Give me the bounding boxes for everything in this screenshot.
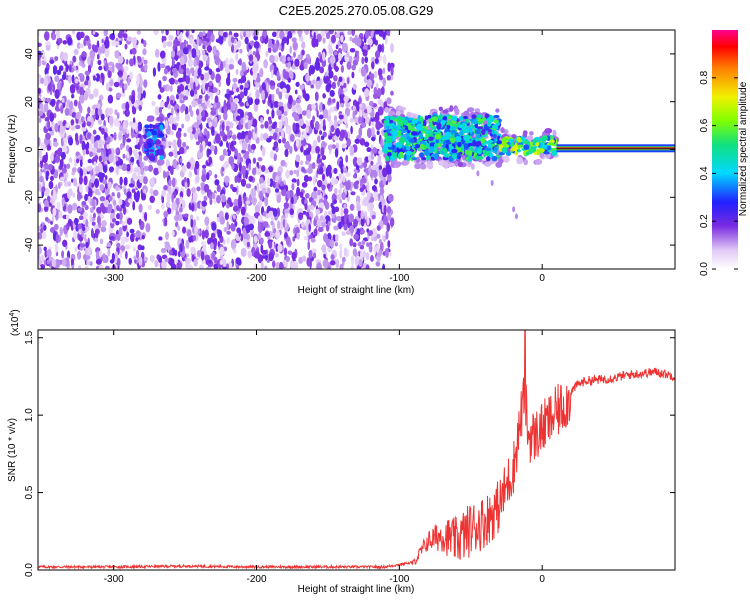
colorbar-tick-label: 0.8 bbox=[699, 70, 710, 84]
snr-y-ticks: 0.0 0.5 1.0 1.5 bbox=[24, 330, 675, 577]
spectrogram-marks bbox=[38, 30, 675, 269]
spectrogram-x-tick-label: 0 bbox=[539, 273, 545, 284]
snr-panel: -300 -200 -100 0 0.0 0.5 1.0 1.5 Height of str… bbox=[7, 309, 676, 595]
colorbar-gradient bbox=[712, 30, 738, 269]
spectrogram-y-tick-label: -20 bbox=[24, 190, 35, 205]
spectrogram-x-label: Height of straight line (km) bbox=[298, 285, 415, 296]
spectrogram-y-tick-label: 20 bbox=[24, 96, 35, 108]
snr-x-tick-label: -100 bbox=[389, 574, 409, 585]
snr-y-tick-label: 1.0 bbox=[24, 408, 35, 422]
snr-y-label: SNR (10 * v/v) bbox=[7, 418, 18, 482]
colorbar: 0.0 0.2 0.4 0.6 0.8 Normalized spectral ampl… bbox=[699, 30, 749, 276]
colorbar-tick-label: 0.6 bbox=[699, 118, 710, 132]
spectrogram-region-3 bbox=[496, 127, 560, 166]
snr-y-scale: (x104) bbox=[9, 309, 21, 336]
colorbar-tick-label: 0.2 bbox=[699, 214, 710, 228]
snr-x-tick-label: -300 bbox=[104, 574, 124, 585]
snr-x-tick-label: 0 bbox=[539, 574, 545, 585]
colorbar-label: Normalized spectral amplitude bbox=[738, 81, 749, 216]
spectrogram-region-4 bbox=[556, 144, 675, 153]
colorbar-ticks: 0.0 0.2 0.4 0.6 0.8 bbox=[699, 70, 738, 276]
figure-title: C2E5.2025.270.05.08.G29 bbox=[279, 3, 434, 18]
snr-series-line bbox=[38, 330, 675, 570]
spectrogram-x-tick-label: -300 bbox=[104, 273, 124, 284]
spectrogram-x-tick-label: -200 bbox=[247, 273, 267, 284]
snr-y-tick-label: 0.0 bbox=[24, 563, 35, 577]
spectrogram-y-ticks: -40 -20 0 20 40 bbox=[24, 48, 675, 252]
spectrogram-strays bbox=[454, 160, 518, 220]
spectrogram-x-ticks: -300 -200 -100 0 bbox=[104, 30, 545, 284]
snr-x-ticks: -300 -200 -100 0 bbox=[104, 330, 545, 585]
colorbar-tick-label: 0.0 bbox=[699, 262, 710, 276]
spectrogram-y-tick-label: -40 bbox=[24, 237, 35, 252]
spectrogram-region-0 bbox=[38, 30, 395, 269]
snr-y-tick-label: 1.5 bbox=[24, 330, 35, 344]
snr-x-label: Height of straight line (km) bbox=[298, 584, 415, 595]
snr-y-tick-label: 0.5 bbox=[24, 485, 35, 499]
spectrogram-region-1 bbox=[142, 115, 167, 166]
snr-x-tick-label: -200 bbox=[247, 574, 267, 585]
snr-frame bbox=[37, 329, 676, 571]
spectrogram-region-2 bbox=[381, 105, 503, 170]
colorbar-tick-label: 0.4 bbox=[699, 166, 710, 180]
spectrogram-x-tick-label: -100 bbox=[389, 273, 409, 284]
spectrogram-y-tick-label: 0 bbox=[24, 146, 35, 152]
spectrogram-y-label: Frequency (Hz) bbox=[7, 115, 18, 184]
snr-y-scale-text: (x104) bbox=[9, 309, 21, 336]
snr-background bbox=[38, 330, 675, 570]
spectrogram-y-tick-label: 40 bbox=[24, 48, 35, 60]
